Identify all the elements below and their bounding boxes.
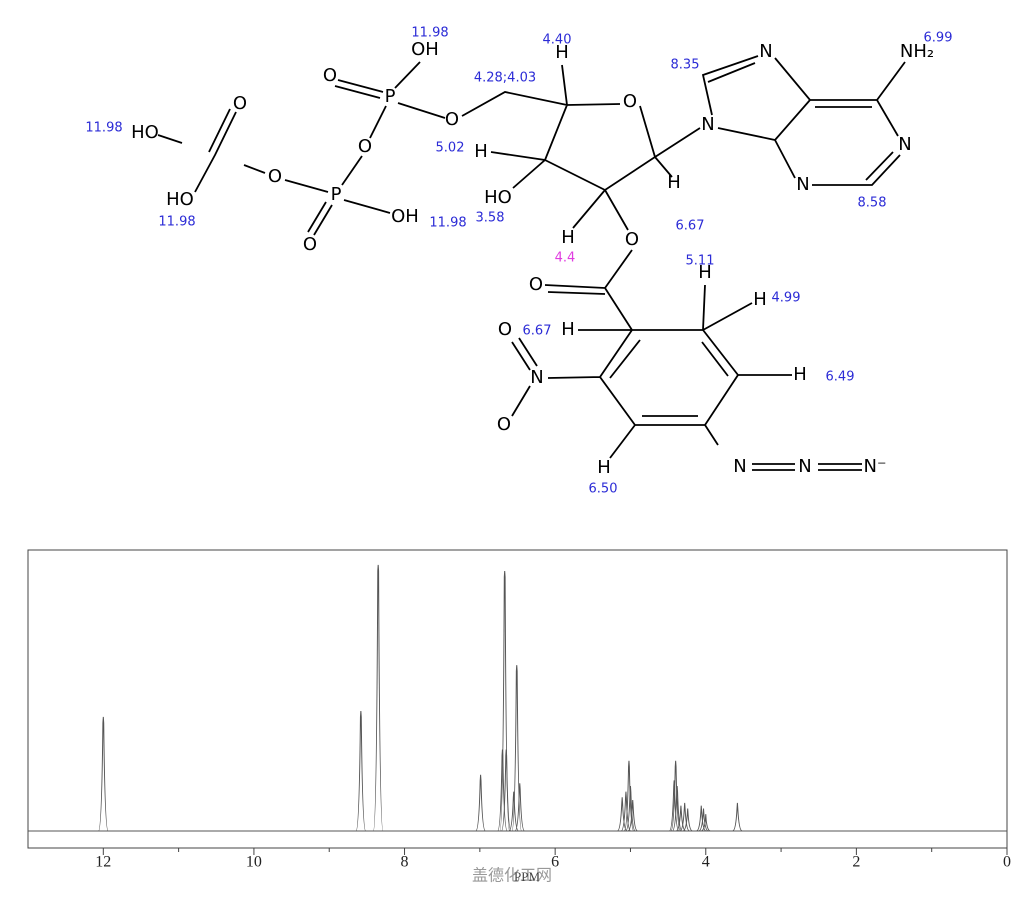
peak [475, 774, 486, 832]
atom-label: O [323, 65, 337, 86]
atom-label: O [623, 91, 637, 112]
peak [511, 665, 523, 832]
atom-label: H [698, 262, 712, 283]
shift-label: 6.99 [924, 31, 953, 46]
x-tick-label: 6 [551, 854, 559, 871]
shift-label: 5.02 [436, 141, 465, 156]
peak [98, 716, 109, 832]
peak [679, 802, 690, 832]
atom-label: H [561, 227, 575, 248]
peak [682, 808, 693, 832]
atom-label: O [529, 274, 543, 295]
shift-label: 6.67 [523, 324, 552, 339]
atom-label: N [798, 456, 811, 477]
atom-label: N [530, 367, 543, 388]
peak [698, 808, 709, 832]
atom-label: H [597, 457, 611, 478]
atom-label: P [331, 184, 342, 205]
peak [668, 780, 680, 832]
atom-label: HO [131, 122, 159, 143]
atom-label: OH [391, 206, 419, 227]
atom-label: O [625, 229, 639, 250]
shift-label: 11.98 [85, 121, 122, 136]
peak [670, 760, 681, 832]
atom-label: H [474, 141, 488, 162]
shift-label: 8.35 [671, 58, 700, 73]
atom-label: OH [411, 39, 439, 60]
atom-label: N [898, 134, 911, 155]
atom-label: N [796, 174, 809, 195]
peak [671, 786, 683, 832]
peak [627, 800, 638, 832]
atom-label: H [753, 289, 767, 310]
atom-label: O [497, 414, 511, 435]
atom-label: N⁻ [864, 456, 887, 477]
spectrum: 12 10 8 6 4 2 0 [95, 564, 1011, 871]
atom-label: O [268, 166, 282, 187]
peak [623, 760, 635, 832]
atom-label: HO [484, 187, 512, 208]
x-tick-label: 2 [852, 854, 860, 871]
x-tick-label: 10 [246, 854, 262, 871]
atom-label: H [667, 172, 681, 193]
atom-label: O [303, 234, 317, 255]
shift-label: 4.28;4.03 [474, 71, 536, 86]
peak [497, 749, 508, 832]
x-tick-label: 12 [95, 854, 111, 871]
peak [700, 814, 711, 832]
atom-label: P [385, 86, 396, 107]
shift-label: 4.40 [543, 33, 572, 48]
watermark: 盖德化工网 [472, 866, 552, 885]
atom-label: H [555, 42, 569, 63]
peak [514, 783, 526, 832]
peak [500, 749, 512, 832]
atom-label: NH₂ [900, 41, 934, 62]
x-tick-label: 0 [1003, 854, 1011, 871]
atom-label: N [701, 114, 714, 135]
shift-label: 11.98 [429, 216, 466, 231]
peak [675, 805, 686, 832]
shift-label: 8.58 [858, 196, 887, 211]
peak [696, 805, 707, 832]
peak [355, 710, 367, 832]
peak [617, 797, 628, 832]
bonds [157, 55, 906, 471]
atom-label: H [793, 364, 807, 385]
shift-label: 6.50 [589, 482, 618, 497]
atom-label: H [561, 319, 575, 340]
peak [372, 564, 384, 832]
atom-label: O [358, 136, 372, 157]
atom-label: N [733, 456, 746, 477]
shift-label: 11.98 [158, 215, 195, 230]
shift-label: 11.98 [411, 26, 448, 41]
shift-label: 4.4 [555, 251, 576, 266]
peak [625, 786, 636, 832]
shift-label: 4.99 [772, 291, 801, 306]
x-tick-label: 8 [401, 854, 409, 871]
peak [732, 802, 743, 832]
atom-label: O [445, 109, 459, 130]
atom-label: O [498, 319, 512, 340]
atom-label: HO [166, 189, 194, 210]
shift-label: 5.11 [686, 254, 715, 269]
x-tick-label: 4 [702, 854, 710, 871]
shift-label: 6.67 [676, 219, 705, 234]
plot-frame [27, 549, 1008, 849]
atom-label: O [233, 93, 247, 114]
peak [620, 791, 632, 832]
shift-label: 3.58 [476, 211, 505, 226]
shift-label: 6.49 [826, 370, 855, 385]
atom-label: N [759, 41, 772, 62]
x-axis-label: PPM [514, 869, 540, 884]
